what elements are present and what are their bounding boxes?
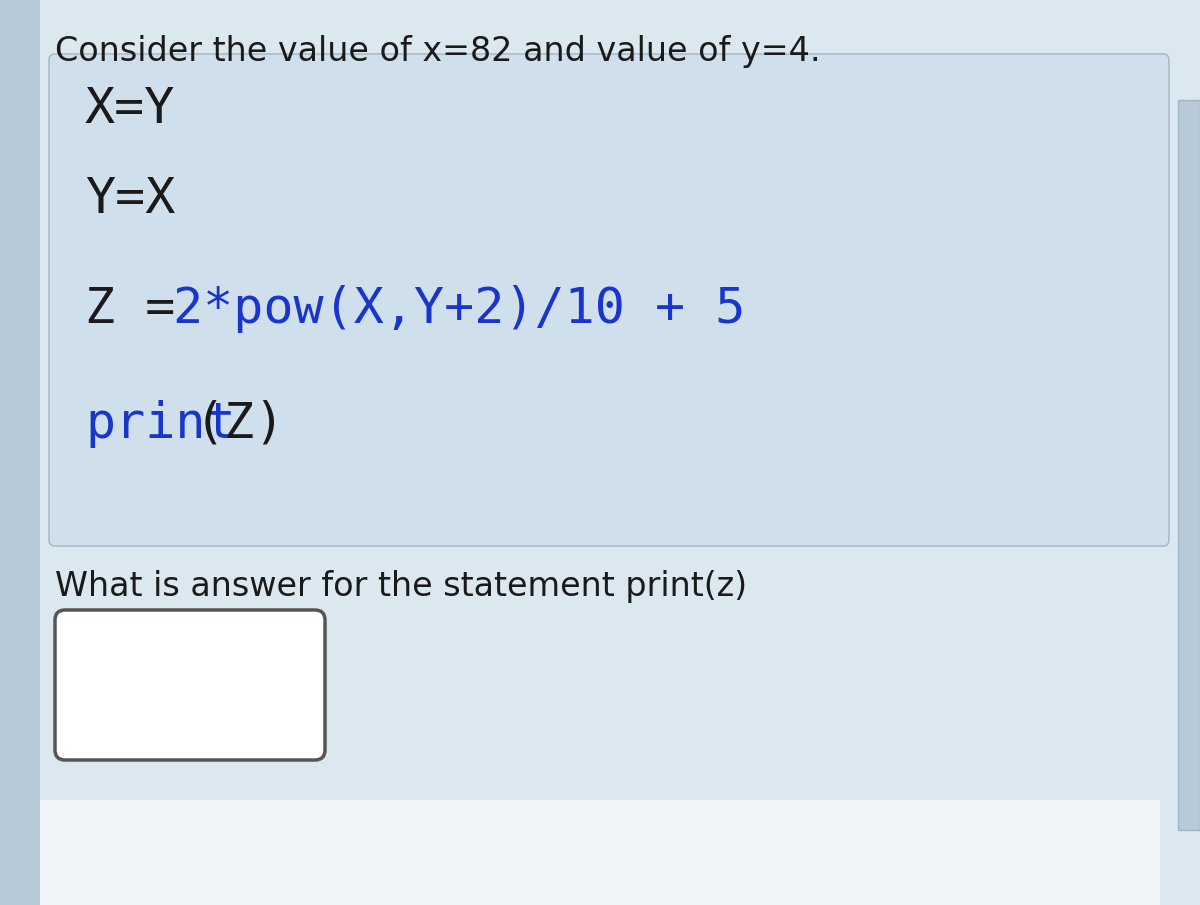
- Text: Consider the value of x=82 and value of y=4.: Consider the value of x=82 and value of …: [55, 35, 821, 68]
- Bar: [40, 800, 1160, 905]
- FancyBboxPatch shape: [55, 610, 325, 760]
- Text: (Z): (Z): [194, 400, 286, 448]
- Text: 2*pow(X,Y+2)/10 + 5: 2*pow(X,Y+2)/10 + 5: [173, 285, 745, 333]
- Text: Y=X: Y=X: [85, 175, 175, 223]
- Bar: [0, 0, 40, 905]
- Text: X=Y: X=Y: [85, 85, 175, 133]
- Bar: [1178, 100, 1200, 830]
- Text: What is answer for the statement print(z): What is answer for the statement print(z…: [55, 570, 748, 603]
- Text: print: print: [85, 400, 235, 448]
- Text: Z =: Z =: [85, 285, 205, 333]
- FancyBboxPatch shape: [49, 54, 1169, 546]
